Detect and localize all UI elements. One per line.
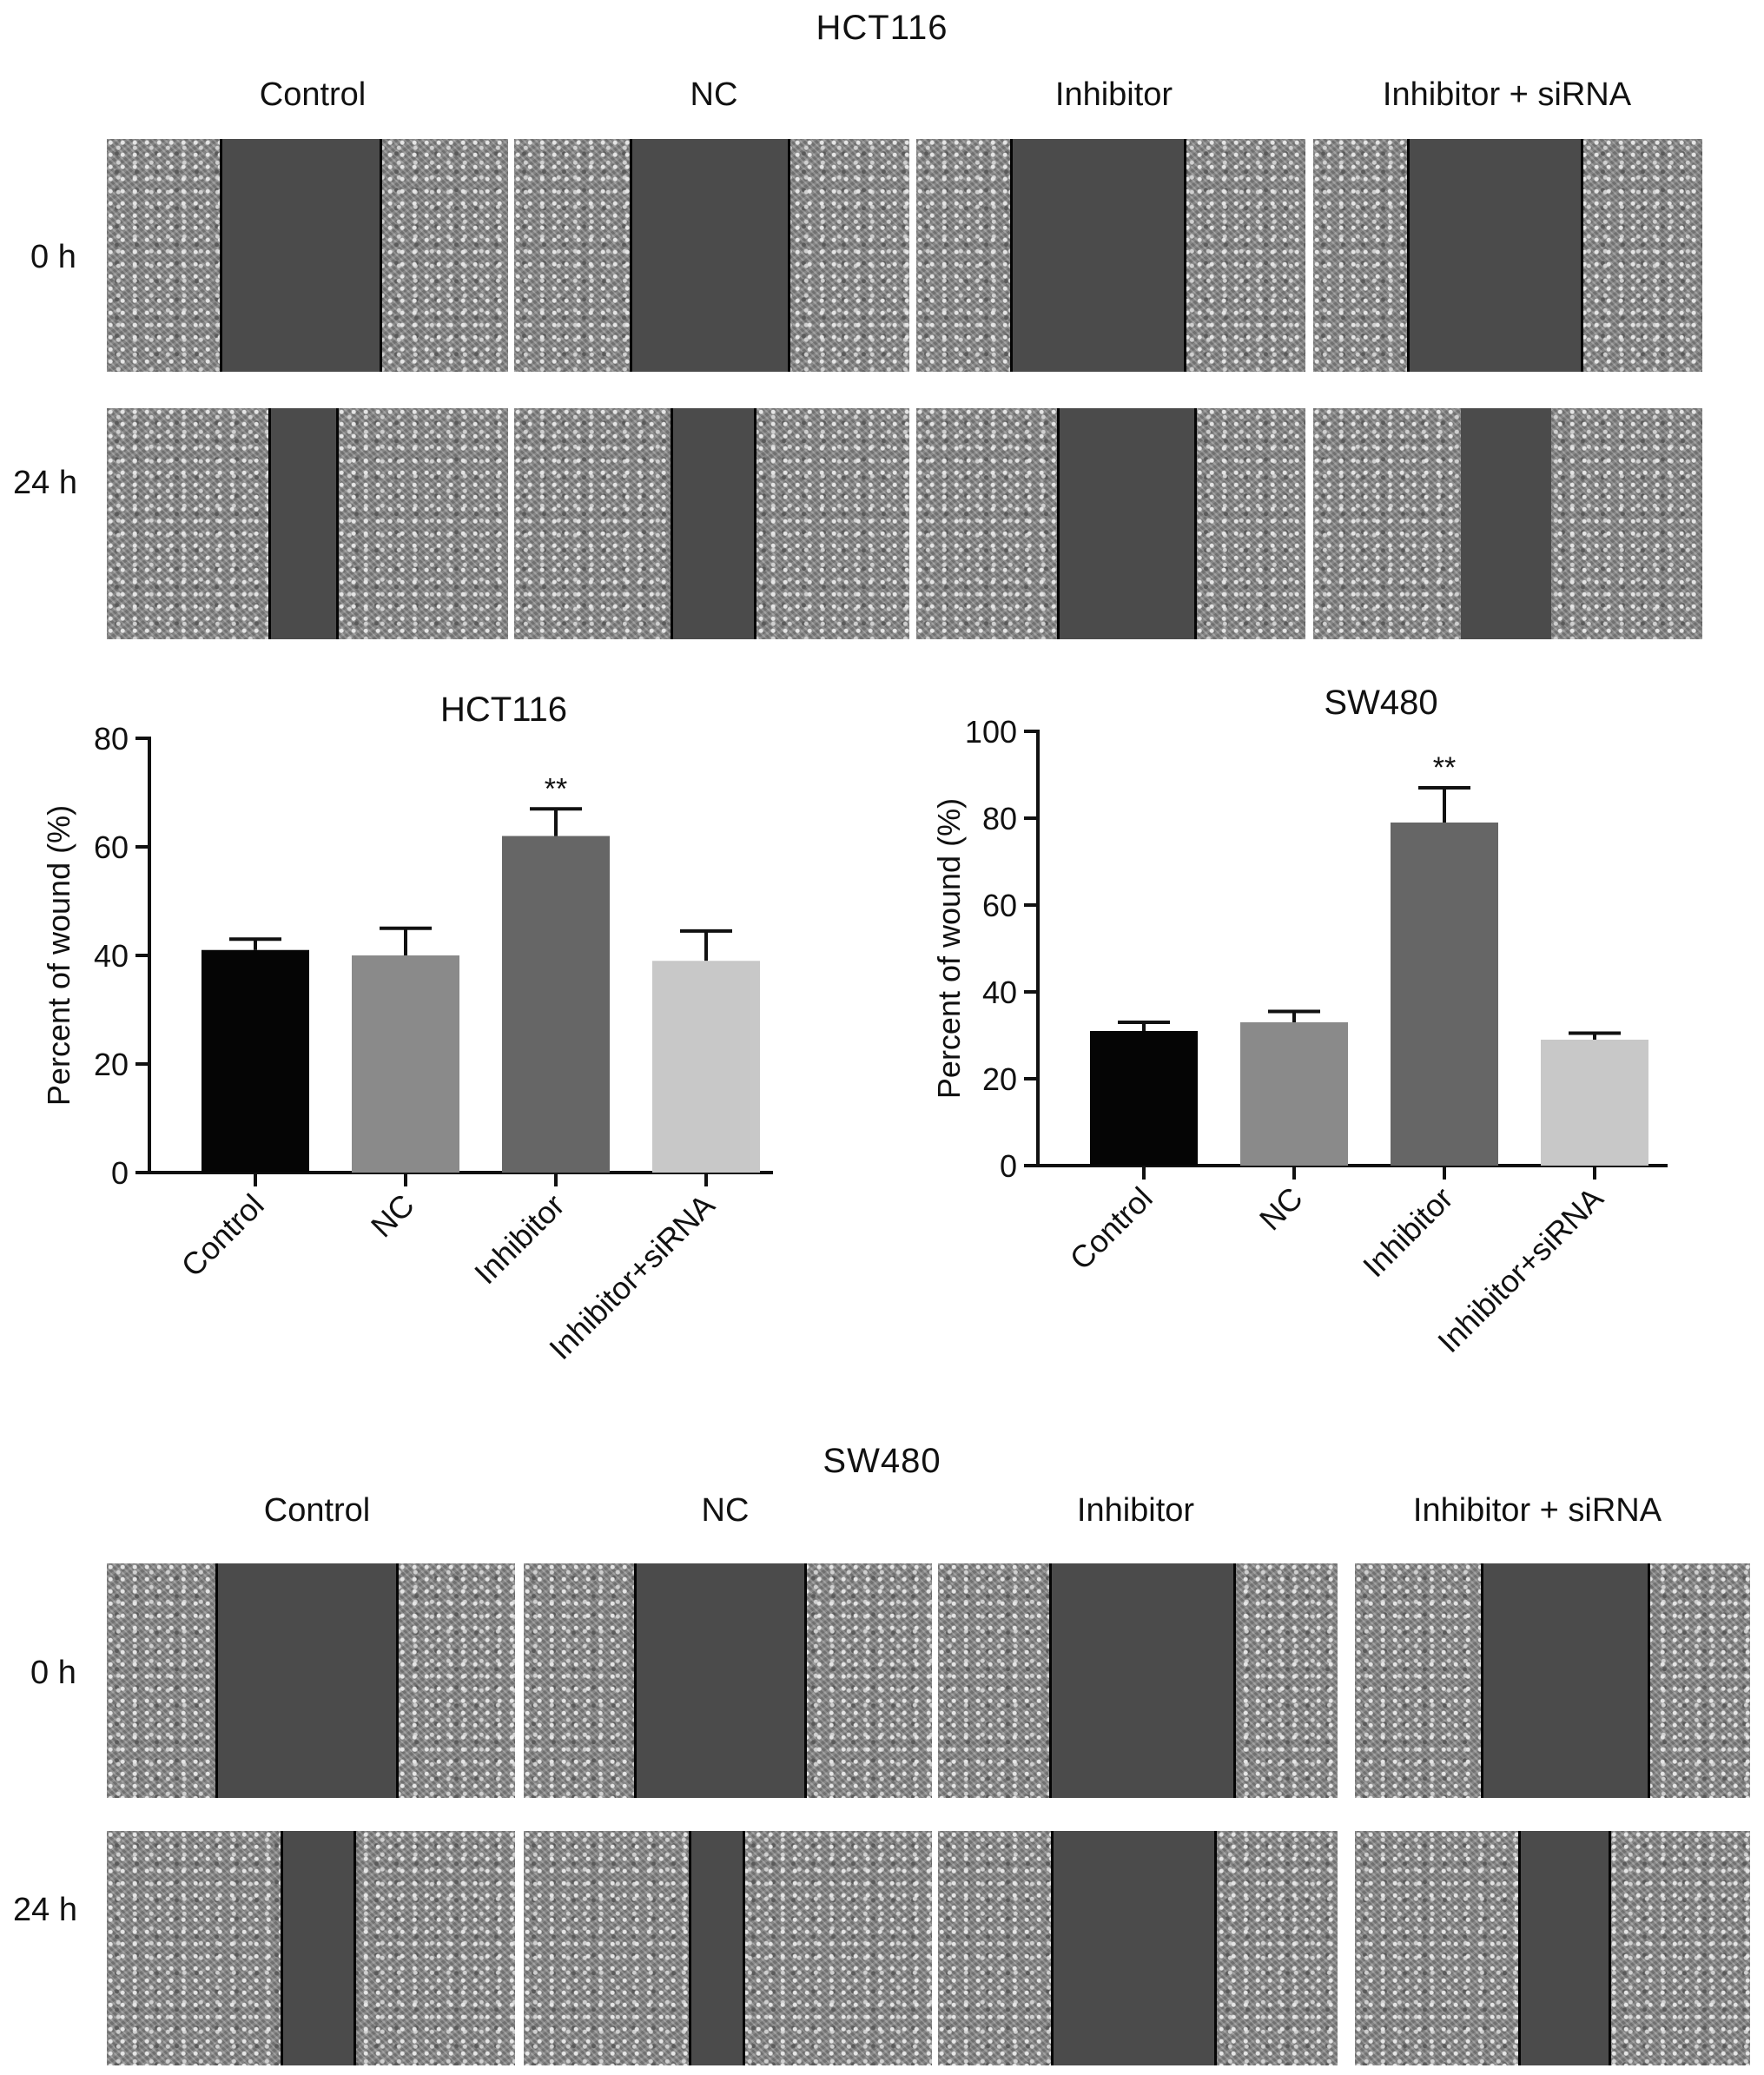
chart0-ytick-label-2: 40 <box>94 938 129 974</box>
chart1-ytick-label-2: 40 <box>982 975 1017 1010</box>
sw480-wound-chart: SW480 0 20 40 60 80 100 Percent of wound (%) Con… <box>931 684 1668 1359</box>
sw480-col-label-inhibitor: Inhibitor <box>1076 1492 1195 1529</box>
sw480-row-label-0h: 0 h <box>30 1655 76 1691</box>
chart1-xtick-label-1: NC <box>1252 1180 1310 1238</box>
chart0-title: HCT116 <box>440 691 567 729</box>
hct116-row-label-0h: 0 h <box>30 239 76 275</box>
chart1-ytick-label-3: 60 <box>982 888 1017 923</box>
chart0-bar-3 <box>652 961 760 1173</box>
sw480-col-label-control: Control <box>263 1492 371 1529</box>
hct116-inhibitor-sirna-24h-image <box>1313 408 1702 639</box>
sw480-control-24h-image <box>107 1831 515 2065</box>
chart1-ytick-label-1: 20 <box>982 1061 1017 1097</box>
sw480-inhibitor-sirna-24h-image <box>1355 1831 1750 2065</box>
chart1-bar-3 <box>1541 1040 1648 1166</box>
chart1-significance-2: ** <box>1433 751 1456 784</box>
hct116-row-label-24h: 24 h <box>13 465 77 501</box>
chart0-ytick-label-4: 80 <box>94 721 129 757</box>
chart0-xtick-label-1: NC <box>364 1187 421 1245</box>
hct116-col-label-inhibitor: Inhibitor <box>1054 76 1173 113</box>
hct116-inhibitor-0h-image <box>916 139 1305 372</box>
chart0-ytick-label-3: 60 <box>94 829 129 865</box>
hct116-control-24h-image <box>107 408 508 639</box>
hct116-col-label-inhibitor-sirna: Inhibitor + siRNA <box>1382 76 1632 113</box>
chart1-xtick-label-2: Inhibitor <box>1356 1180 1460 1285</box>
sw480-inhibitor-sirna-0h-image <box>1355 1563 1750 1798</box>
hct116-wound-chart: HCT116 0 20 40 60 80 Percent of wound (%) Contr… <box>41 691 773 1366</box>
sw480-col-label-inhibitor-sirna: Inhibitor + siRNA <box>1412 1492 1662 1529</box>
hct116-inhibitor-24h-image <box>916 408 1305 639</box>
chart0-xtick-label-0: Control <box>175 1187 271 1284</box>
chart1-xtick-label-0: Control <box>1063 1180 1159 1277</box>
hct116-inhibitor-sirna-0h-image <box>1313 139 1702 372</box>
hct116-nc-24h-image <box>514 408 909 639</box>
chart1-ytick-label-0: 0 <box>1000 1148 1017 1184</box>
sw480-nc-24h-image <box>524 1831 932 2065</box>
chart0-ytick-label-1: 20 <box>94 1047 129 1082</box>
chart0-bar-2 <box>502 836 610 1173</box>
chart0-ylabel: Percent of wound (%) <box>41 805 76 1106</box>
chart1-bar-0 <box>1090 1031 1198 1166</box>
sw480-inhibitor-0h-image <box>938 1563 1338 1798</box>
hct116-col-label-nc: NC <box>690 76 738 113</box>
sw480-inhibitor-24h-image <box>938 1831 1338 2065</box>
chart0-bar-1 <box>352 955 459 1173</box>
hct116-images-title: HCT116 <box>816 9 948 47</box>
chart0-ytick-label-0: 0 <box>111 1155 129 1191</box>
chart1-ytick-label-4: 80 <box>982 801 1017 836</box>
sw480-control-0h-image <box>107 1563 515 1798</box>
chart0-bar-0 <box>202 949 309 1173</box>
chart1-bar-2 <box>1391 823 1498 1166</box>
hct116-col-label-control: Control <box>259 76 367 113</box>
sw480-col-label-nc: NC <box>701 1492 750 1529</box>
chart0-significance-2: ** <box>545 772 567 805</box>
sw480-nc-0h-image <box>524 1563 932 1798</box>
chart1-bar-1 <box>1240 1022 1348 1166</box>
sw480-images-title: SW480 <box>823 1442 941 1480</box>
hct116-nc-0h-image <box>514 139 909 372</box>
chart1-ytick-label-5: 100 <box>965 714 1017 750</box>
chart0-xtick-label-2: Inhibitor <box>467 1187 571 1292</box>
sw480-row-label-24h: 24 h <box>13 1892 77 1928</box>
chart1-title: SW480 <box>1324 684 1437 722</box>
hct116-control-0h-image <box>107 139 508 372</box>
chart1-ylabel: Percent of wound (%) <box>931 798 967 1099</box>
bar-charts: HCT116 0 20 40 60 80 Percent of wound (%) Contr… <box>41 684 1668 1366</box>
